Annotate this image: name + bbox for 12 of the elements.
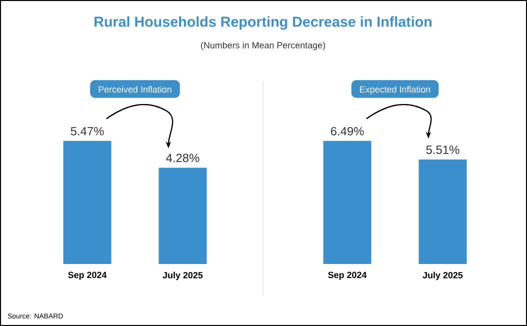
data-label: 5.51%: [426, 146, 460, 154]
x-tick-label: Sep 2024: [328, 272, 367, 280]
data-label: 5.47%: [70, 126, 104, 136]
x-tick-label: July 2025: [162, 272, 203, 280]
x-tick-label: Sep 2024: [68, 272, 107, 280]
text: (Numbers in Mean Percentage): [201, 42, 325, 50]
data-label: 4.28%: [166, 154, 200, 162]
text: Rural Households Reporting Decrease in Inflation: [94, 16, 432, 30]
chart-title: Expected Inflation: [360, 86, 430, 94]
chart-title: Perceived Inflation: [98, 86, 172, 93]
data-label: 6.49%: [330, 126, 364, 136]
x-tick-label: July 2025: [422, 272, 463, 280]
